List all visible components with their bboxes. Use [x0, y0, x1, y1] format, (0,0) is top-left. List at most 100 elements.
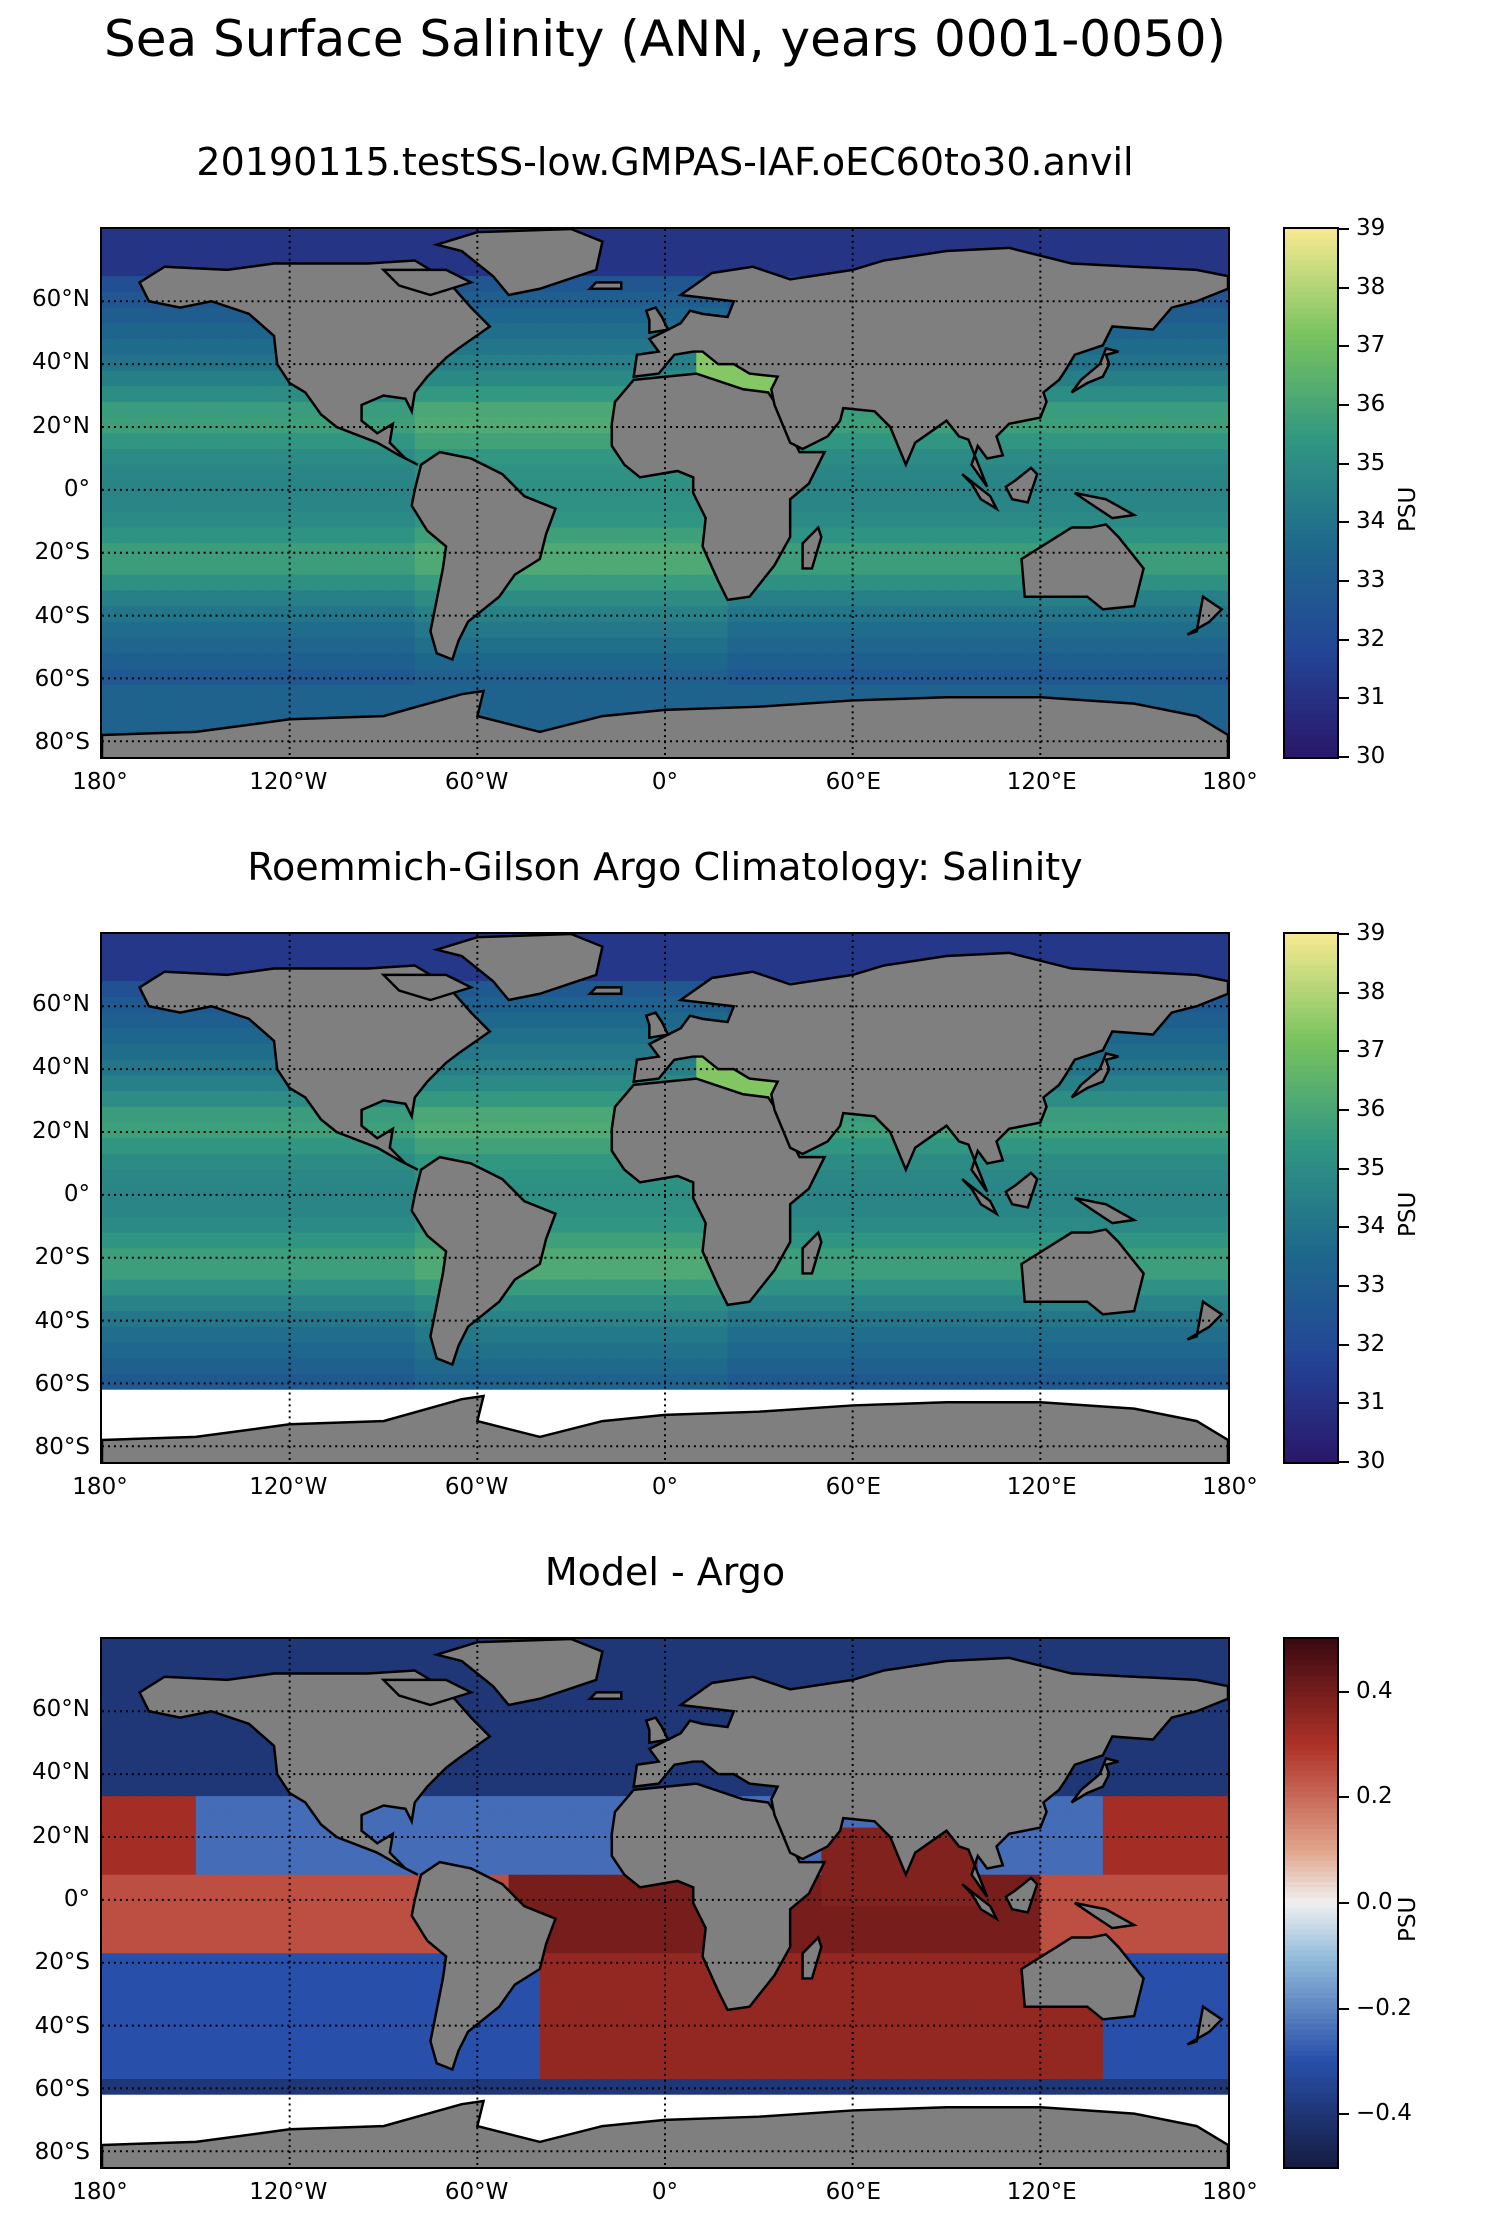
colorbar-segment — [1285, 2114, 1337, 2120]
colorbar-segment — [1285, 2035, 1337, 2041]
colorbar-segment — [1285, 1124, 1337, 1130]
colorbar-segment — [1285, 1871, 1337, 1878]
colorbar-segment — [1285, 324, 1337, 330]
japan-landmass — [1070, 1756, 1119, 1804]
colorbar-segment — [1285, 477, 1337, 483]
panel-2-title: Roemmich-Gilson Argo Climatology: Salini… — [247, 845, 1083, 889]
longitude-label: 180° — [1202, 1474, 1258, 1500]
colorbar-tick-label: 34 — [1356, 1213, 1386, 1240]
colorbar-segment — [1285, 1055, 1337, 1062]
longitude-label: 120°E — [1006, 769, 1077, 795]
colorbar-segment — [1285, 1287, 1337, 1294]
colorbar-segment — [1285, 1913, 1337, 1920]
colorbar-segment — [1285, 361, 1337, 367]
colorbar-tick-label: 38 — [1356, 978, 1386, 1005]
colorbar-segment — [1285, 2061, 1337, 2068]
colorbar-segment — [1285, 329, 1337, 336]
colorbar-segment — [1285, 1388, 1337, 1394]
colorbar-segment — [1285, 735, 1337, 742]
colorbar-segment — [1285, 955, 1337, 961]
colorbar-segment — [1285, 1749, 1337, 1756]
baffin-landmass — [380, 973, 475, 1002]
difference-colorbar — [1283, 1637, 1339, 2169]
colorbar-tick-mark — [1339, 2007, 1349, 2010]
colorbar-segment — [1285, 1797, 1337, 1804]
colorbar-segment — [1285, 1044, 1337, 1051]
colorbar-segment — [1285, 1203, 1337, 1210]
britain-landmass — [644, 306, 670, 335]
newZealand-landmass — [1186, 594, 1224, 636]
madagascar-landmass — [801, 525, 823, 570]
madagascar-landmass — [801, 1230, 823, 1275]
colorbar-segment — [1285, 2071, 1337, 2078]
newZealand-landmass — [1186, 2004, 1224, 2046]
africa-landmass — [610, 372, 827, 602]
colorbar-segment — [1285, 419, 1337, 425]
colorbar-segment — [1285, 493, 1337, 499]
colorbar-tick-mark — [1339, 933, 1349, 935]
colorbar-segment — [1285, 976, 1337, 983]
colorbar-tick-mark — [1339, 1109, 1349, 1111]
colorbar-segment — [1285, 2087, 1337, 2094]
colorbar-segment — [1285, 1739, 1337, 1746]
latitude-label: 20°N — [32, 1117, 90, 1144]
latitude-label: 60°S — [34, 1370, 90, 1397]
greenland-landmass — [432, 229, 604, 297]
colorbar-segment — [1285, 1213, 1337, 1220]
colorbar-segment — [1285, 471, 1337, 478]
colorbar-segment — [1285, 413, 1337, 420]
colorbar-segment — [1285, 1298, 1337, 1305]
colorbar-segment — [1285, 1113, 1337, 1120]
southAmerica-landmass — [410, 450, 558, 662]
colorbar-segment — [1285, 1013, 1337, 1019]
figure-title: Sea Surface Salinity (ANN, years 0001-00… — [103, 10, 1227, 68]
colorbar-segment — [1285, 582, 1337, 589]
longitude-label: 180° — [1202, 769, 1258, 795]
colorbar-segment — [1285, 2108, 1337, 2115]
colorbar-tick-label: 0.0 — [1356, 1889, 1393, 1915]
panel-3-title: Model - Argo — [544, 1550, 786, 1594]
southAmerica-landmass — [410, 1155, 558, 1367]
colorbar-segment — [1285, 1377, 1337, 1384]
colorbar-segment — [1285, 1649, 1337, 1656]
colorbar-segment — [1285, 1029, 1337, 1035]
sumatra-landmass — [961, 1883, 1000, 1922]
colorbar-segment — [1285, 1998, 1337, 2004]
colorbar-segment — [1285, 1681, 1337, 1688]
colorbar-segment — [1285, 1198, 1337, 1204]
colorbar-segment — [1285, 1303, 1337, 1310]
madagascar-landmass — [801, 1935, 823, 1980]
colorbar-segment — [1285, 1639, 1337, 1645]
colorbar-tick-mark — [1339, 286, 1349, 289]
colorbar-segment — [1285, 1771, 1337, 1777]
colorbar-segment — [1285, 1961, 1337, 1967]
colorbar-segment — [1285, 2056, 1337, 2062]
colorbar-segment — [1285, 1145, 1337, 1151]
colorbar-segment — [1285, 1760, 1337, 1767]
colorbar-tick-mark — [1339, 991, 1349, 994]
australia-landmass — [1020, 1933, 1145, 2021]
colorbar-tick-mark — [1339, 462, 1349, 465]
longitude-label: 180° — [72, 2179, 128, 2205]
latitude-label: 40°N — [32, 1759, 90, 1786]
colorbar-segment — [1285, 461, 1337, 468]
colorbar-segment — [1285, 677, 1337, 684]
colorbar-segment — [1285, 429, 1337, 436]
colorbar-segment — [1285, 1393, 1337, 1400]
colorbar-segment — [1285, 1092, 1337, 1099]
colorbar-tick-label: 37 — [1356, 332, 1386, 359]
colorbar-segment — [1285, 1456, 1337, 1463]
colorbar-segment — [1285, 949, 1337, 956]
colorbar-segment — [1285, 308, 1337, 314]
colorbar-segment — [1285, 1139, 1337, 1146]
colorbar-tick-mark — [1339, 580, 1349, 582]
colorbar-segment — [1285, 625, 1337, 631]
colorbar-tick-label: 30 — [1356, 1448, 1386, 1474]
colorbar-segment — [1285, 529, 1337, 536]
colorbar-segment — [1285, 970, 1337, 977]
colorbar-segment — [1285, 1245, 1337, 1252]
colorbar-tick-mark — [1339, 756, 1349, 758]
colorbar-tick-label: 34 — [1356, 508, 1386, 535]
colorbar-segment — [1285, 1034, 1337, 1041]
colorbar-segment — [1285, 1234, 1337, 1241]
